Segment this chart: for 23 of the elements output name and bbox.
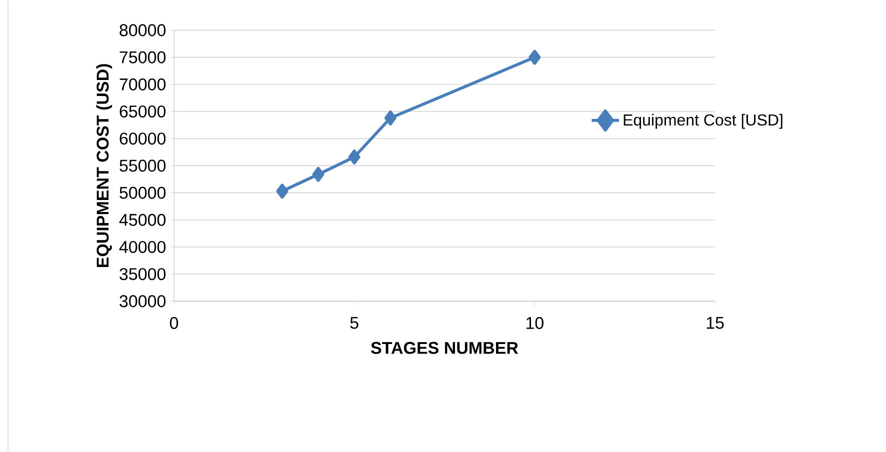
- x-tick-label: 15: [706, 316, 724, 329]
- legend-label: Equipment Cost [USD]: [624, 114, 782, 129]
- point: [312, 166, 324, 182]
- y-tick-label: 60000: [120, 132, 166, 144]
- point: [276, 183, 288, 198]
- y-tick-label: 40000: [119, 240, 166, 253]
- y-tick-label: 65000: [120, 105, 166, 118]
- y-axis-title: EQUIPMENT COST (USD): [96, 64, 112, 267]
- y-tick-label: 80000: [120, 24, 166, 36]
- y-tick-label: 45000: [119, 214, 166, 226]
- point: [348, 149, 360, 164]
- y-tick-label: 30000: [120, 294, 166, 308]
- x-tick-label: 10: [526, 316, 544, 329]
- x-axis-title: STAGES NUMBER: [371, 342, 518, 354]
- x-tick-label: 0: [170, 316, 178, 329]
- y-tick-label: 35000: [120, 268, 166, 280]
- y-tick-label: 70000: [120, 78, 166, 90]
- x-tick-label: 5: [350, 316, 358, 329]
- y-tick-label: 50000: [120, 186, 166, 199]
- point: [384, 110, 396, 126]
- y-tick-label: 55000: [120, 159, 166, 172]
- y-tick-label: 75000: [120, 51, 166, 64]
- point: [528, 50, 541, 65]
